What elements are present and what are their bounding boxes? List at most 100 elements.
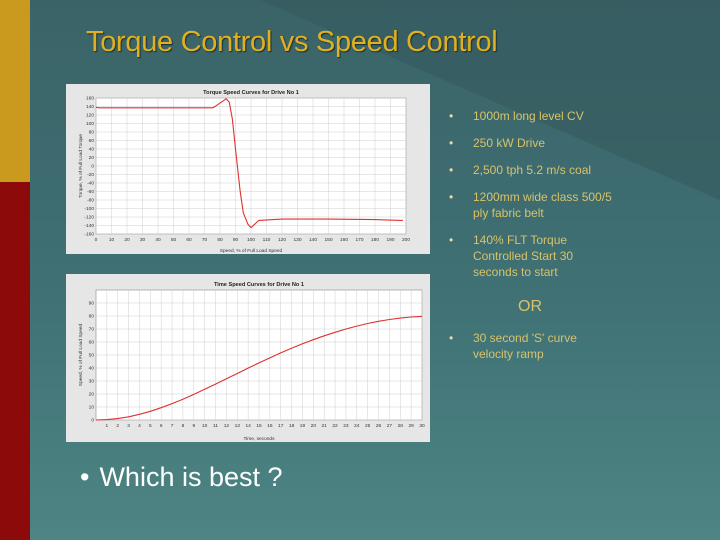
bullet-text: 30 second 'S' curve velocity ramp xyxy=(473,331,577,361)
y-tick-label: -160 xyxy=(84,232,94,238)
y-tick-label: 50 xyxy=(89,353,95,359)
x-tick-label: 6 xyxy=(160,423,163,429)
x-tick-label: 14 xyxy=(245,423,251,429)
x-tick-label: 60 xyxy=(186,237,192,243)
bullet-text: 1000m long level CV xyxy=(473,109,584,123)
x-tick-label: 100 xyxy=(247,237,255,243)
x-tick-label: 19 xyxy=(300,423,306,429)
question-text: Which is best ? xyxy=(99,462,283,492)
background-diagonal-shape xyxy=(260,0,720,200)
y-tick-label: 120 xyxy=(86,113,94,119)
x-tick-label: 9 xyxy=(192,423,195,429)
bullet-dot-icon: • xyxy=(449,136,454,150)
y-tick-label: 90 xyxy=(89,301,95,307)
y-tick-label: -20 xyxy=(87,172,94,178)
y-tick-label: 0 xyxy=(91,418,94,424)
y-tick-label: 0 xyxy=(91,164,94,170)
list-item: • 1000m long level CV xyxy=(447,108,617,124)
x-tick-label: 28 xyxy=(398,423,404,429)
y-tick-label: 70 xyxy=(89,327,95,333)
bullet-dot-icon: • xyxy=(449,331,454,345)
time-speed-chart-svg: 1 2 3 4 5 6 7 8 9 10 11 12 13 14 15 16 17 18 19 20 21 22 23 24 2… xyxy=(66,274,430,442)
x-tick-label: 170 xyxy=(355,237,363,243)
y-tick-label: -80 xyxy=(87,198,94,204)
x-tick-label: 15 xyxy=(256,423,262,429)
slide-title: Torque Control vs Speed Control xyxy=(86,26,498,58)
y-tick-label: 80 xyxy=(89,130,95,136)
x-tick-label: 0 xyxy=(95,237,98,243)
x-tick-label: 17 xyxy=(278,423,284,429)
y-tick-label: -140 xyxy=(84,223,94,229)
y-tick-label: 20 xyxy=(89,155,95,161)
bullet-dot-icon: • xyxy=(80,462,90,492)
x-tick-label: 10 xyxy=(109,237,115,243)
series-line xyxy=(95,315,423,421)
y-tick-label: 100 xyxy=(86,121,94,127)
x-axis-label: Speed, % of Full Load Speed xyxy=(220,248,283,254)
y-tick-label: 10 xyxy=(89,405,95,411)
bullet-dot-icon: • xyxy=(449,190,454,204)
y-tick-label: -40 xyxy=(87,181,94,187)
series-line xyxy=(95,98,403,229)
x-tick-label: 21 xyxy=(322,423,328,429)
bullet-text: 140% FLT Torque Controlled Start 30 seco… xyxy=(473,233,574,279)
x-tick-label: 90 xyxy=(233,237,239,243)
y-tick-label: 80 xyxy=(89,314,95,320)
x-tick-label: 50 xyxy=(171,237,177,243)
x-tick-label: 13 xyxy=(235,423,241,429)
y-axis-label: Torque, % of Full Load Torque xyxy=(78,134,84,198)
x-tick-label: 150 xyxy=(324,237,332,243)
x-tick-label: 140 xyxy=(309,237,317,243)
bullet-dot-icon: • xyxy=(449,233,454,247)
x-tick-label: 80 xyxy=(217,237,223,243)
y-tick-label: 160 xyxy=(86,96,94,102)
x-tick-label: 12 xyxy=(224,423,230,429)
or-label: OR xyxy=(518,298,542,315)
list-item: • 2,500 tph 5.2 m/s coal xyxy=(447,162,617,178)
x-tick-label: 20 xyxy=(124,237,130,243)
x-tick-label: 20 xyxy=(311,423,317,429)
x-tick-label: 1 xyxy=(106,423,109,429)
bullet-text: 250 kW Drive xyxy=(473,136,546,150)
x-tick-label: 27 xyxy=(387,423,393,429)
x-tick-label: 18 xyxy=(289,423,295,429)
x-tick-label: 22 xyxy=(332,423,338,429)
x-tick-label: 130 xyxy=(293,237,301,243)
time-speed-chart: 1 2 3 4 5 6 7 8 9 10 11 12 13 14 15 16 17 18 19 20 21 22 23 24 2… xyxy=(66,274,430,442)
y-tick-label: 20 xyxy=(89,392,95,398)
x-tick-label: 200 xyxy=(402,237,410,243)
x-tick-label: 11 xyxy=(213,423,218,429)
y-tick-label: 60 xyxy=(89,138,95,144)
list-item: • 30 second 'S' curve velocity ramp xyxy=(447,330,617,362)
y-axis-label: Speed, % of Full Load Speed xyxy=(78,323,84,386)
x-tick-label: 5 xyxy=(149,423,152,429)
accent-bar-red xyxy=(0,182,30,540)
y-tick-label: -100 xyxy=(84,206,94,212)
bullet-dot-icon: • xyxy=(449,163,454,177)
x-tick-label: 70 xyxy=(202,237,208,243)
bullet-text: 2,500 tph 5.2 m/s coal xyxy=(473,163,592,177)
y-tick-label: 40 xyxy=(89,366,95,372)
x-tick-label: 8 xyxy=(182,423,185,429)
x-tick-label: 26 xyxy=(376,423,382,429)
spec-bullet-list: • 1000m long level CV • 250 kW Drive • 2,50… xyxy=(447,108,617,291)
y-tick-label: 30 xyxy=(89,379,95,385)
x-tick-label: 7 xyxy=(171,423,174,429)
torque-speed-chart: 0 10 20 30 40 50 60 70 80 90 100 110 120 130 140 150 160… xyxy=(66,84,430,254)
y-tick-label: 60 xyxy=(89,340,95,346)
x-tick-label: 25 xyxy=(365,423,371,429)
x-tick-label: 4 xyxy=(138,423,141,429)
x-tick-label: 29 xyxy=(408,423,414,429)
x-tick-label: 110 xyxy=(263,237,271,243)
closing-question: • Which is best ? xyxy=(80,462,283,493)
y-tick-label: -120 xyxy=(84,215,94,221)
x-tick-label: 120 xyxy=(278,237,286,243)
x-tick-label: 23 xyxy=(343,423,349,429)
x-tick-label: 40 xyxy=(155,237,161,243)
bullet-dot-icon: • xyxy=(449,109,454,123)
x-tick-label: 180 xyxy=(371,237,379,243)
list-item: • 140% FLT Torque Controlled Start 30 sec… xyxy=(447,232,617,280)
x-tick-label: 160 xyxy=(340,237,348,243)
x-axis-label: Time, seconds xyxy=(243,436,275,442)
